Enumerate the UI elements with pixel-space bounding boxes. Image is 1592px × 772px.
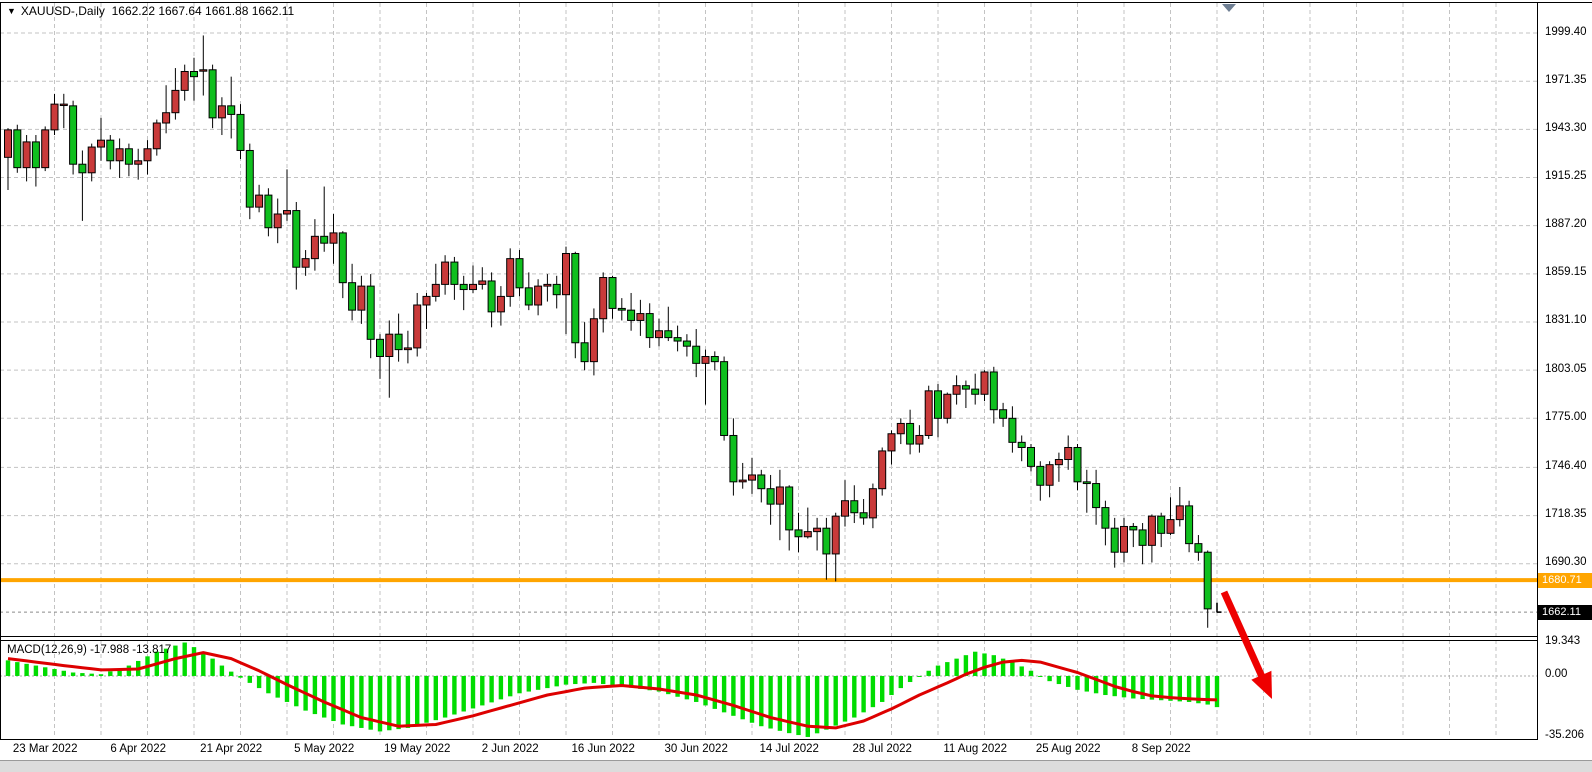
macd-signal-line	[7, 651, 1218, 730]
ohlc-quote-label: 1662.22 1667.64 1661.88 1662.11	[111, 4, 295, 18]
date-axis-label: 23 Mar 2022	[12, 743, 78, 755]
price-axis-label: 1999.40	[1545, 25, 1587, 38]
price-axis-label: 1718.35	[1545, 508, 1587, 521]
price-axis-label: 1887.20	[1545, 218, 1587, 231]
date-axis-label: 28 Jul 2022	[852, 743, 912, 755]
date-axis-label: 11 Aug 2022	[943, 743, 1008, 755]
collapse-triangle-icon[interactable]: ▼	[7, 6, 16, 16]
macd-values: -17.988 -13.817	[90, 644, 172, 656]
price-axis-label: 1775.00	[1545, 410, 1587, 423]
date-axis-label: 25 Aug 2022	[1035, 743, 1101, 755]
symbol-period-label: XAUUSD-,Daily	[20, 4, 105, 18]
date-axis-label: 21 Apr 2022	[200, 743, 263, 755]
price-axis-label: 1859.15	[1545, 266, 1587, 279]
macd-indicator-label: MACD(12,26,9) -17.988 -13.817	[7, 644, 171, 656]
macd-axis-label: -35.206	[1545, 729, 1585, 742]
date-axis-label: 30 Jun 2022	[664, 743, 728, 755]
price-axis[interactable]	[1538, 3, 1592, 760]
arrow-annotation[interactable]	[1220, 590, 1272, 699]
price-axis-label: 1831.10	[1545, 314, 1587, 327]
bottom-scroll-strip[interactable]	[0, 760, 1592, 772]
macd-histogram	[5, 642, 1220, 737]
chart-title: ▼ XAUUSD-,Daily 1662.22 1667.64 1661.88 1…	[7, 4, 294, 18]
grid-layer	[0, 3, 1537, 738]
price-axis-label: 1915.25	[1545, 170, 1587, 183]
price-axis-label: 1690.30	[1545, 556, 1587, 569]
candles-layer	[4, 35, 1222, 628]
date-axis-label: 14 Jul 2022	[759, 743, 819, 755]
date-axis-label: 16 Jun 2022	[571, 743, 635, 755]
price-axis-label: 1971.35	[1545, 73, 1587, 86]
date-axis-label: 5 May 2022	[294, 743, 355, 755]
macd-name: MACD(12,26,9)	[7, 644, 87, 656]
date-axis-label: 19 May 2022	[383, 743, 451, 755]
date-axis-label: 8 Sep 2022	[1131, 743, 1191, 755]
hline-price-badge: 1680.71	[1538, 572, 1592, 588]
macd-axis-label: 19.343	[1545, 634, 1581, 647]
chart-shift-marker-icon[interactable]	[1222, 4, 1236, 12]
price-axis-label: 1746.40	[1545, 459, 1587, 472]
date-axis-label: 2 Jun 2022	[481, 743, 539, 755]
time-axis[interactable]	[0, 740, 1592, 760]
axis-ticks	[44, 32, 1542, 744]
bid-price-badge: 1662.11	[1538, 604, 1592, 620]
price-axis-label: 1803.05	[1545, 362, 1587, 375]
date-axis-label: 6 Apr 2022	[110, 743, 166, 755]
price-axis-label: 1943.30	[1545, 121, 1587, 134]
macd-axis-label: 0.00	[1545, 668, 1568, 681]
